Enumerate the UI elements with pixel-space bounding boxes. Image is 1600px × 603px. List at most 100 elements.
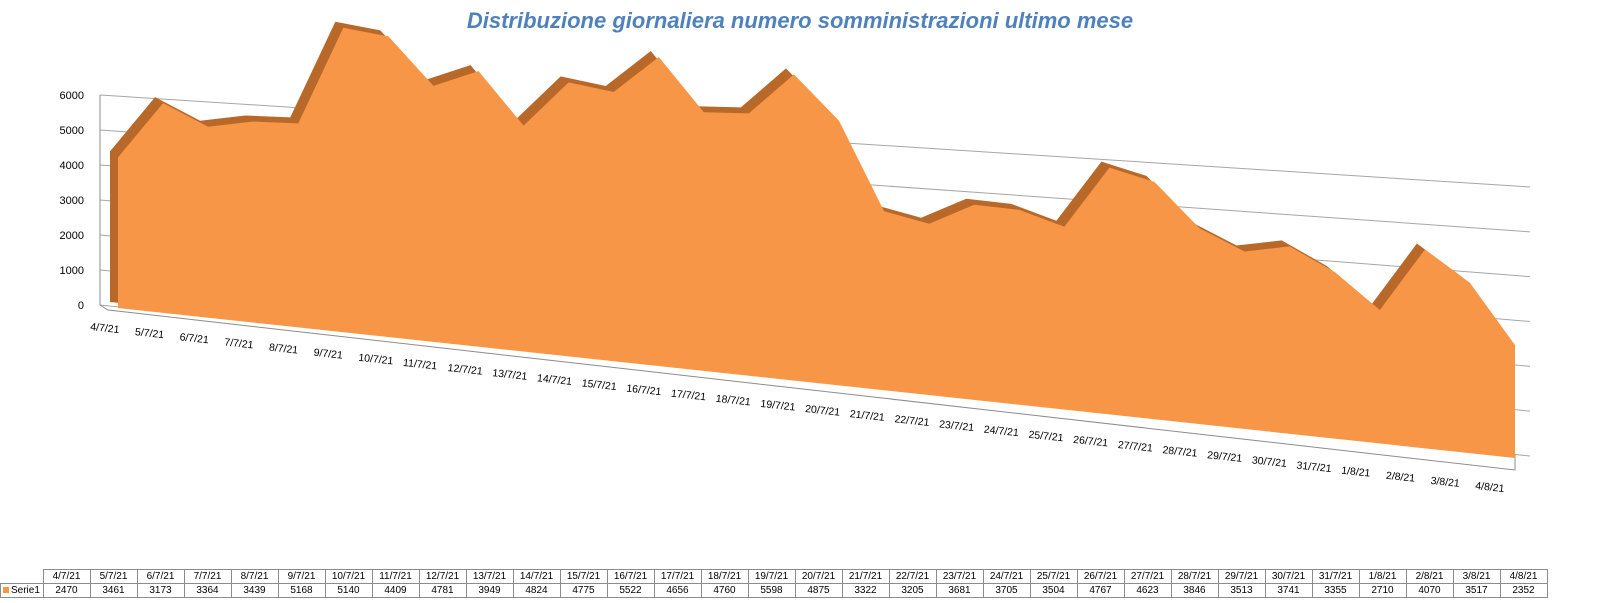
table-header-cell: 17/7/21 [653,569,702,584]
table-value-cell: 3504 [1029,583,1078,598]
table-value-cell: 2710 [1358,583,1407,598]
table-value-cell: 5168 [277,583,326,598]
x-tick-label: 1/8/21 [1341,465,1371,480]
x-tick-label: 8/7/21 [268,342,298,357]
x-tick-label: 18/7/21 [715,393,751,409]
table-header-cell: 24/7/21 [982,569,1031,584]
x-tick-label: 4/7/21 [90,321,120,336]
table-header-cell: 7/7/21 [183,569,232,584]
x-tick-label: 31/7/21 [1296,460,1332,476]
x-tick-label: 15/7/21 [581,377,617,393]
y-tick-label: 6000 [60,90,84,102]
table-header-cell: 19/7/21 [747,569,796,584]
table-header-cell: 25/7/21 [1029,569,1078,584]
table-header-cell: 4/8/21 [1499,569,1548,584]
x-tick-label: 4/8/21 [1475,480,1505,495]
x-tick-label: 19/7/21 [760,398,796,414]
x-tick-label: 9/7/21 [313,347,343,362]
table-value-cell: 2352 [1499,583,1548,598]
table-value-cell: 3517 [1452,583,1501,598]
y-tick-label: 4000 [60,160,84,172]
series-name: Serie1 [11,584,40,596]
table-header-cell: 9/7/21 [277,569,326,584]
table-header-cell: 8/7/21 [230,569,279,584]
table-header-cell: 13/7/21 [465,569,514,584]
table-header-cell: 27/7/21 [1123,569,1172,584]
table-header-cell: 18/7/21 [700,569,749,584]
floor-edge [99,304,1516,471]
table-value-cell: 3949 [465,583,514,598]
x-tick-label: 10/7/21 [358,352,394,368]
x-tick-label: 5/7/21 [134,326,164,341]
table-header-cell: 12/7/21 [418,569,467,584]
x-tick-label: 26/7/21 [1073,434,1109,450]
table-header-cell: 28/7/21 [1170,569,1219,584]
y-tick-label: 5000 [60,125,84,137]
data-table: 4/7/21 5/7/21 6/7/21 7/7/21 8/7/21 9/7/21 10/7… [0,569,1548,598]
x-tick-label: 25/7/21 [1028,429,1064,445]
x-tick-label: 14/7/21 [536,372,572,388]
area-front-face [118,27,1515,458]
table-header-cell: 26/7/21 [1076,569,1125,584]
table-value-cell: 3322 [841,583,890,598]
x-tick-label: 16/7/21 [626,383,662,399]
x-tick-label: 21/7/21 [849,408,885,424]
x-axis-ticks: 4/7/21 5/7/21 6/7/21 7/7/21 8/7/21 9/7/21 10/7… [90,321,1505,495]
x-tick-label: 24/7/21 [983,424,1019,440]
x-tick-label: 7/7/21 [224,336,254,351]
x-tick-label: 27/7/21 [1117,439,1153,455]
table-value-cell: 4656 [653,583,702,598]
table-header-cell: 23/7/21 [935,569,984,584]
x-tick-label: 2/8/21 [1385,470,1415,485]
table-value-cell: 4070 [1405,583,1454,598]
x-tick-label: 23/7/21 [939,419,975,435]
table-header-cell: 4/7/21 [42,569,91,584]
table-row: Serie1 2470 3461 3173 3364 3439 5168 5140 4409 4… [0,583,1548,598]
x-tick-label: 28/7/21 [1162,444,1198,460]
table-header-cell: 6/7/21 [136,569,185,584]
table-header-cell: 31/7/21 [1311,569,1360,584]
series-label: Serie1 [0,583,44,598]
table-header-cell: 3/8/21 [1452,569,1501,584]
table-value-cell: 2470 [42,583,91,598]
table-value-cell: 5140 [324,583,373,598]
x-tick-label: 29/7/21 [1207,449,1243,465]
table-header-cell: 14/7/21 [512,569,561,584]
table-value-cell: 3741 [1264,583,1313,598]
x-tick-label: 13/7/21 [492,367,528,383]
x-tick-label: 6/7/21 [179,331,209,346]
x-tick-label: 12/7/21 [447,362,483,378]
table-corner [1,570,44,584]
legend-key-swatch [3,586,9,593]
x-tick-label: 3/8/21 [1430,475,1460,490]
y-tick-label: 3000 [60,195,84,207]
table-value-cell: 3461 [89,583,138,598]
table-header-cell: 30/7/21 [1264,569,1313,584]
y-tick-label: 1000 [60,265,84,277]
table-value-cell: 4623 [1123,583,1172,598]
x-tick-label: 11/7/21 [402,357,437,373]
table-value-cell: 4875 [794,583,843,598]
table-header-cell: 16/7/21 [606,569,655,584]
y-tick-label: 2000 [60,230,84,242]
table-value-cell: 4760 [700,583,749,598]
table-header-cell: 22/7/21 [888,569,937,584]
table-header-cell: 1/8/21 [1358,569,1407,584]
table-header-cell: 29/7/21 [1217,569,1266,584]
table-header-cell: 21/7/21 [841,569,890,584]
table-value-cell: 3364 [183,583,232,598]
table-value-cell: 3439 [230,583,279,598]
table-value-cell: 3173 [136,583,185,598]
table-header-cell: 10/7/21 [324,569,373,584]
table-value-cell: 3355 [1311,583,1360,598]
x-tick-label: 17/7/21 [670,388,706,404]
table-value-cell: 4767 [1076,583,1125,598]
table-value-cell: 4824 [512,583,561,598]
table-value-cell: 5598 [747,583,796,598]
area-series [110,21,1515,458]
table-value-cell: 3205 [888,583,937,598]
table-header-cell: 20/7/21 [794,569,843,584]
table-value-cell: 5522 [606,583,655,598]
y-axis-ticks: 0 1000 2000 3000 4000 5000 6000 [60,90,84,312]
